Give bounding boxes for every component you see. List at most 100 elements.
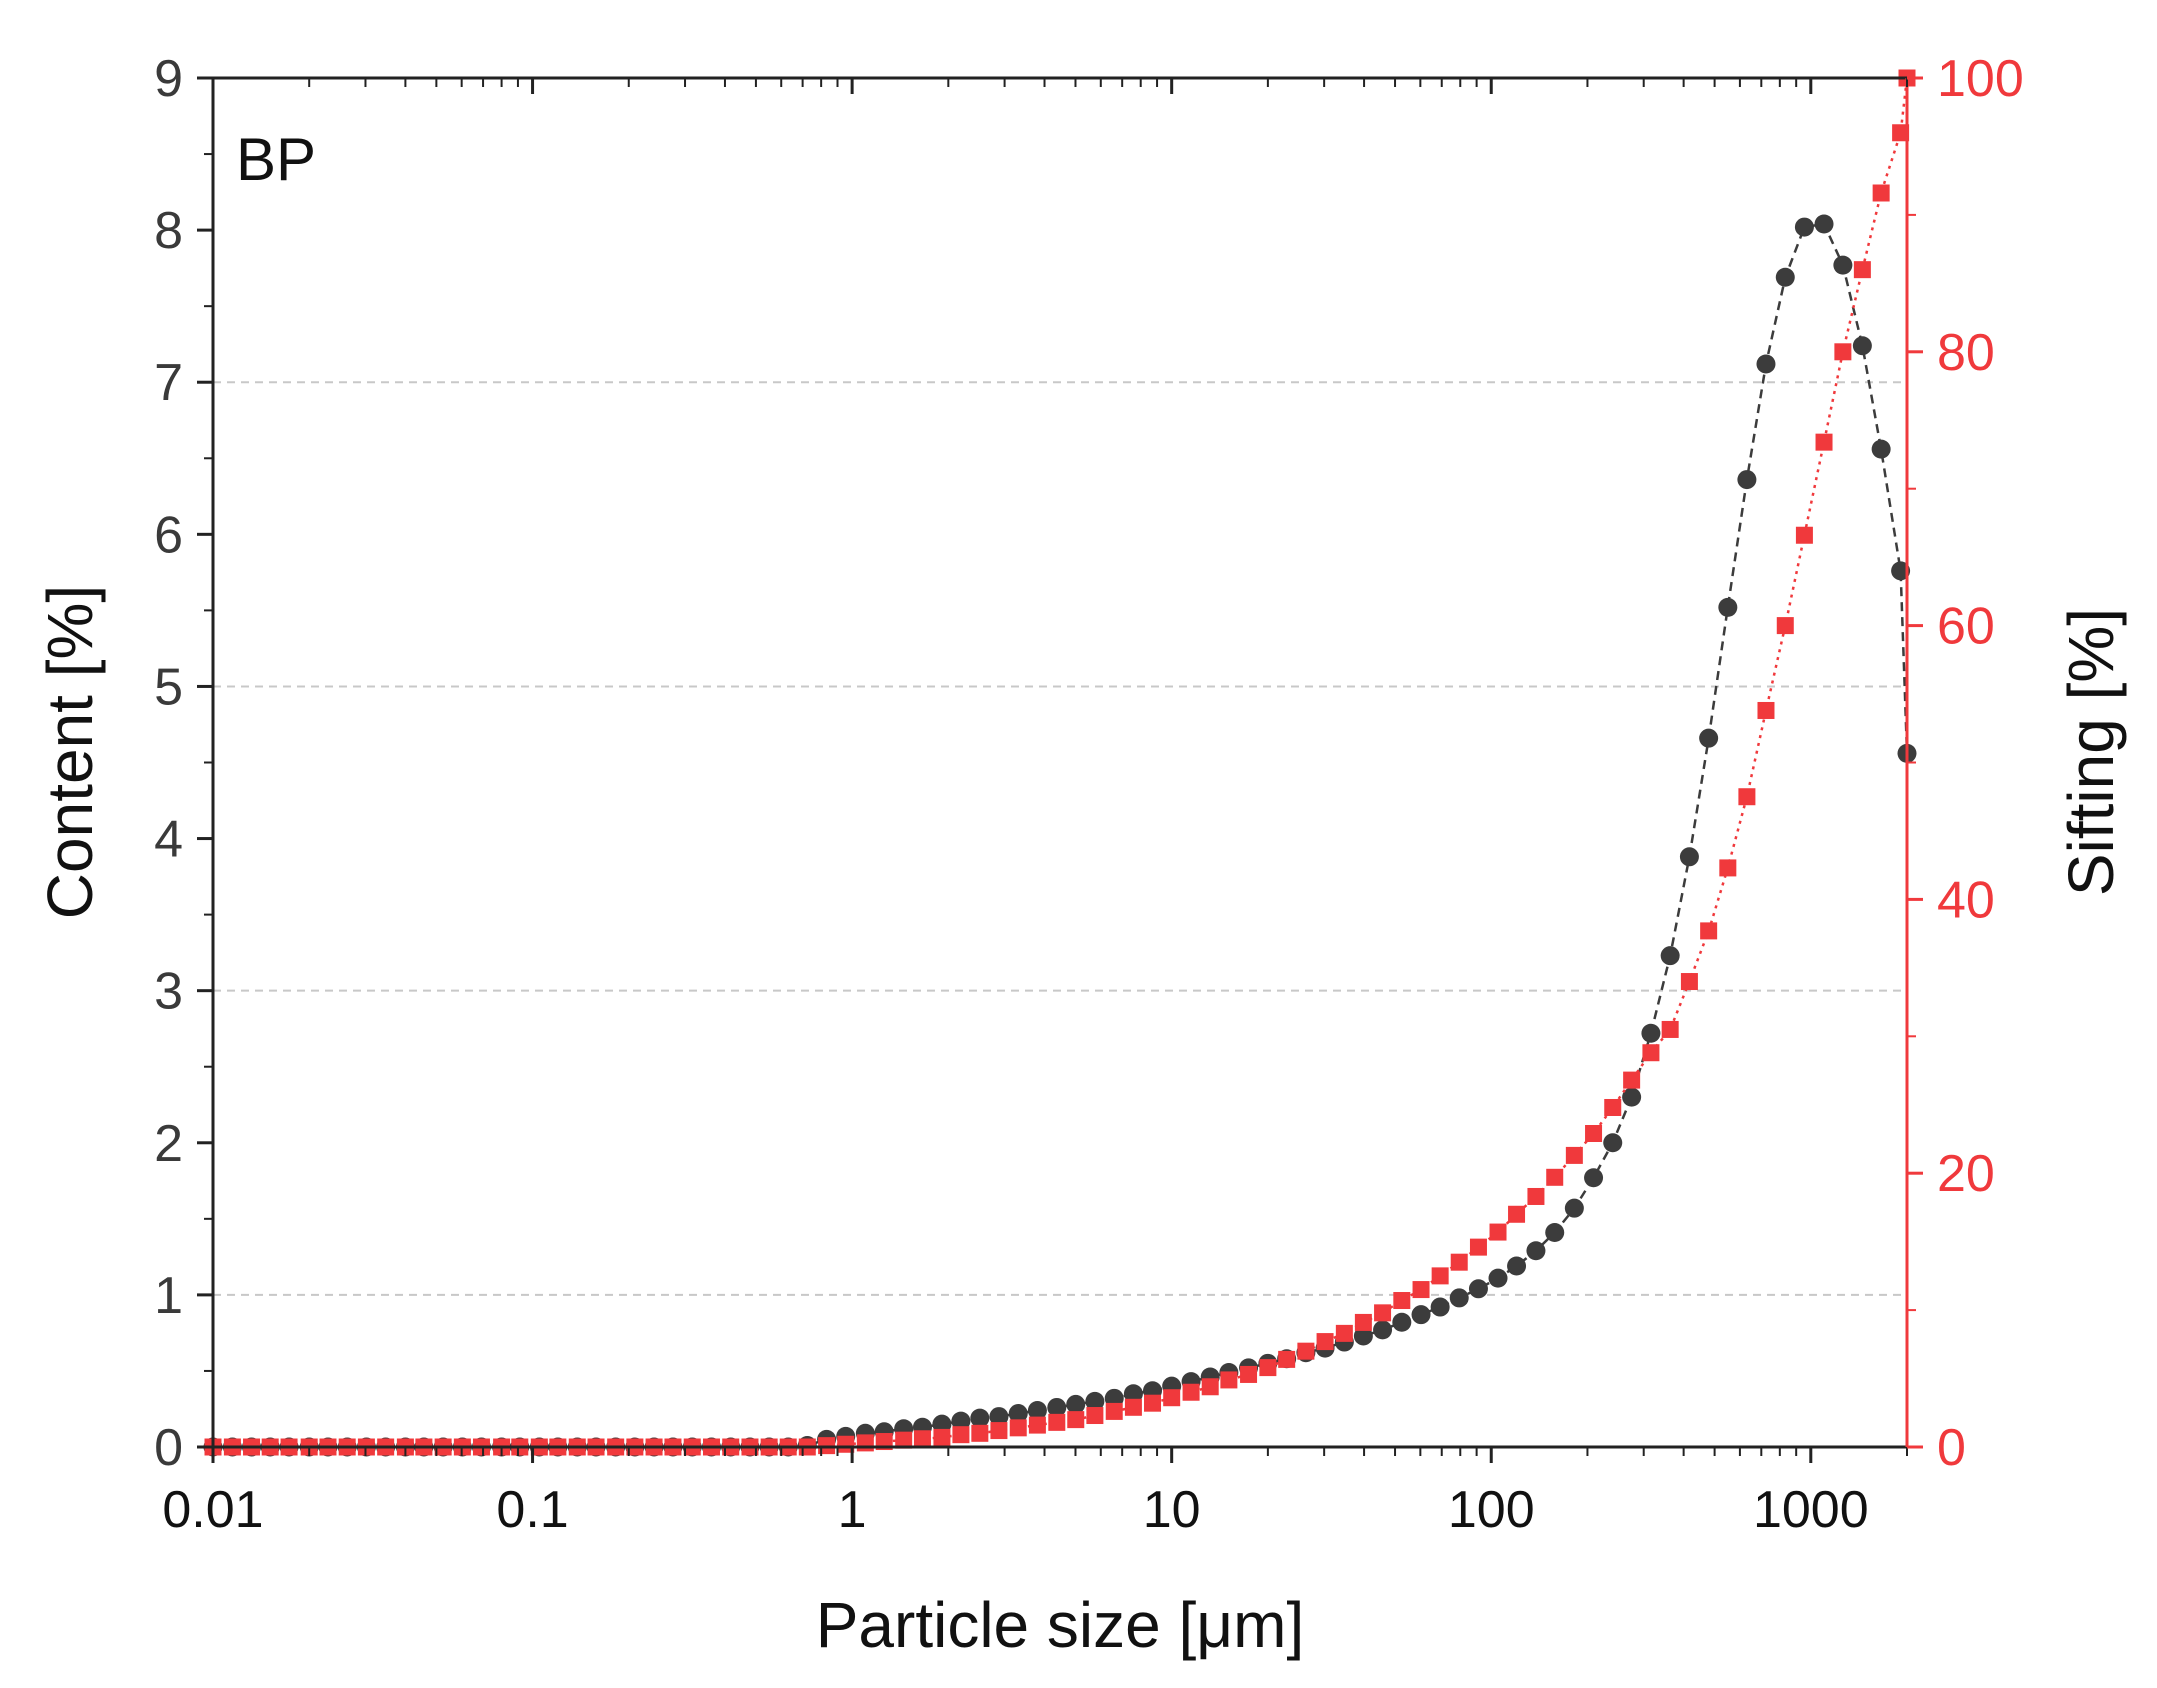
y-left-tick-label: 0	[154, 1419, 183, 1477]
sifting-point	[1163, 1389, 1181, 1407]
y-axis-left-title: Content [%]	[34, 585, 106, 919]
content-point	[1584, 1168, 1604, 1188]
sifting-point	[1661, 1020, 1679, 1038]
content-point	[1718, 597, 1738, 617]
content-point	[1794, 217, 1814, 237]
content-point	[1430, 1297, 1450, 1317]
sifting-point	[1508, 1205, 1526, 1223]
sifting-point	[1527, 1187, 1545, 1205]
sifting-point	[1009, 1419, 1027, 1437]
content-point	[1891, 561, 1911, 581]
sifting-point	[1642, 1044, 1660, 1062]
sifting-point	[1335, 1324, 1353, 1342]
content-point	[1679, 847, 1699, 867]
sifting-point	[971, 1424, 989, 1442]
content-point	[1699, 728, 1719, 748]
content-point	[1852, 336, 1872, 356]
sifting-point	[1240, 1365, 1258, 1383]
content-point	[970, 1408, 990, 1428]
y-left-tick-label: 1	[154, 1267, 183, 1325]
sifting-series	[204, 69, 1916, 1456]
sifting-point	[1028, 1416, 1046, 1434]
content-point	[1564, 1198, 1584, 1218]
sifting-point	[1604, 1098, 1622, 1116]
sifting-point	[1144, 1394, 1162, 1412]
content-point	[951, 1411, 971, 1431]
content-point	[1814, 214, 1834, 234]
content-point	[1468, 1279, 1488, 1299]
y-left-tick-label: 2	[154, 1115, 183, 1173]
content-point	[1123, 1384, 1143, 1404]
y-left-tick-label: 6	[154, 506, 183, 564]
content-point	[1085, 1391, 1105, 1411]
sifting-point	[1719, 859, 1737, 877]
sifting-point	[1872, 184, 1890, 202]
y-left-tick-label: 5	[154, 658, 183, 716]
sifting-point	[1393, 1292, 1411, 1310]
sifting-point	[1354, 1313, 1372, 1331]
sifting-point	[1431, 1267, 1449, 1285]
y-right-tick-label: 100	[1937, 50, 2024, 108]
plot-series	[203, 69, 1917, 1457]
content-point	[1507, 1256, 1527, 1276]
content-point	[1833, 255, 1853, 275]
sifting-point	[1892, 124, 1910, 142]
sifting-point	[1565, 1146, 1583, 1164]
sifting-point	[837, 1435, 855, 1453]
content-point	[1411, 1305, 1431, 1325]
y-right-tick-label: 80	[1937, 324, 1995, 382]
y-left-tick-label: 7	[154, 354, 183, 412]
y-right-tick-label: 20	[1937, 1145, 1995, 1203]
sifting-point	[1297, 1342, 1315, 1360]
content-point	[1353, 1326, 1373, 1346]
y-left-tick-label: 4	[154, 811, 183, 869]
sifting-point	[1374, 1304, 1392, 1322]
content-point	[1066, 1394, 1086, 1414]
content-point	[1660, 946, 1680, 966]
sifting-point	[1220, 1371, 1238, 1389]
sifting-point	[1278, 1350, 1296, 1368]
sifting-point	[1738, 788, 1756, 806]
x-tick-label: 1	[838, 1481, 867, 1539]
y-left-tick-label: 9	[154, 50, 183, 108]
content-point	[989, 1407, 1009, 1427]
sifting-point	[1259, 1359, 1277, 1377]
sifting-point	[1105, 1402, 1123, 1420]
x-tick-label: 0.01	[162, 1481, 263, 1539]
sifting-point	[1757, 701, 1775, 719]
sifting-point	[1124, 1398, 1142, 1416]
content-point	[1047, 1397, 1067, 1417]
x-tick-label: 100	[1448, 1481, 1535, 1539]
x-tick-label: 10	[1143, 1481, 1201, 1539]
sifting-point	[933, 1428, 951, 1446]
sifting-point	[913, 1430, 931, 1448]
content-point	[1871, 439, 1891, 459]
panel-label: BP	[236, 126, 316, 193]
content-point	[1488, 1268, 1508, 1288]
tick-marks	[197, 76, 1923, 1463]
content-point	[1373, 1320, 1393, 1340]
sifting-point	[895, 1431, 913, 1449]
content-point	[1603, 1133, 1623, 1153]
sifting-point	[1086, 1407, 1104, 1425]
sifting-point	[1680, 973, 1698, 991]
sifting-point	[952, 1426, 970, 1444]
content-point	[1545, 1223, 1565, 1243]
content-point	[1622, 1087, 1642, 1107]
y-axis-right-title: Sifting [%]	[2055, 608, 2127, 896]
sifting-point	[1700, 922, 1718, 940]
content-point	[1449, 1288, 1469, 1308]
sifting-point	[1815, 433, 1833, 451]
sifting-point	[1469, 1238, 1487, 1256]
content-point	[1027, 1400, 1047, 1420]
sifting-point	[1201, 1378, 1219, 1396]
sifting-point	[990, 1422, 1008, 1440]
sifting-point	[1546, 1168, 1564, 1186]
content-point	[1641, 1023, 1661, 1043]
sifting-point	[1834, 343, 1852, 361]
sifting-point	[856, 1434, 874, 1452]
content-point	[1008, 1404, 1028, 1424]
sifting-point	[1585, 1124, 1603, 1142]
